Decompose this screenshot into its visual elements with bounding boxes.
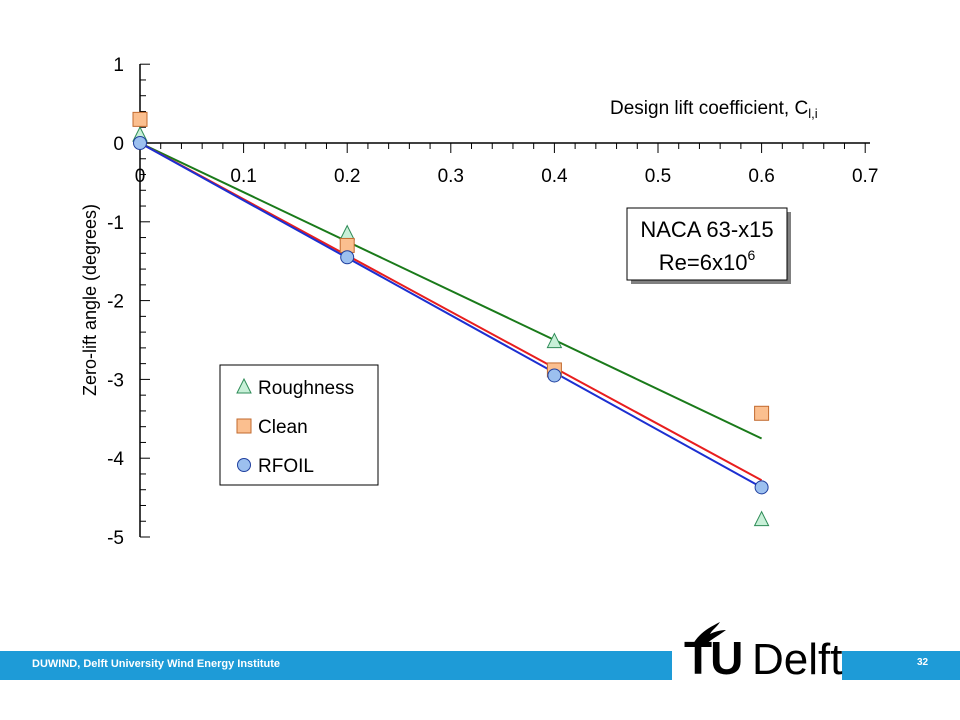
y-tick-label: -3 [107,370,124,391]
x-tick-label: 0.4 [541,166,568,187]
x-tick-label: 0.7 [852,166,878,187]
point-rfoil [547,368,562,383]
logo-background [672,610,842,685]
x-tick-label: 0.2 [334,166,360,187]
y-tick-label: -1 [107,213,124,234]
legend-marker-rfoil [237,458,251,472]
fit-lines [139,142,763,489]
page-number: 32 [917,657,929,668]
legend-label-clean: Clean [258,417,308,438]
point-clean [754,405,770,421]
point-rfoil [754,480,769,495]
y-axis-label: Zero-lift angle (degrees) [80,204,100,396]
y-tick-label: -4 [107,449,124,470]
point-roughness [546,332,563,349]
title-box: NACA 63-x15 Re=6x106 [626,207,791,284]
data-points [132,111,770,527]
point-rfoil [133,136,147,150]
x-axis-label: Design lift coefficient, Cl,i [610,98,818,121]
logo-tu: TU [684,632,743,684]
y-tick-label: 0 [113,134,124,155]
legend-label-roughness: Roughness [258,378,354,399]
flame-icon [692,622,726,646]
x-tick-label: 0.5 [645,166,671,187]
legend-marker-roughness [236,377,252,394]
logo-delft: Delft [752,635,843,684]
point-clean [132,111,148,127]
x-tick-label: 0.3 [438,166,464,187]
y-tick-label: -5 [107,528,124,549]
x-tick-label: 0 [135,166,146,187]
fit-line-clean [139,142,763,482]
fit-line-rfoil [139,142,763,489]
y-tick-label: 1 [113,55,124,76]
fit-line-roughness [139,142,763,440]
title-line1: NACA 63-x15 [640,217,773,242]
legend: Roughness Clean RFOIL [219,364,379,486]
x-tick-labels: 0 0.1 0.2 0.3 0.4 0.5 0.6 0.7 [135,166,879,187]
y-tick-label: -2 [107,292,124,313]
chart: 0 0.1 0.2 0.3 0.4 0.5 0.6 0.7 1 0 -1 -2 -3 -4 -5 Desi… [80,55,879,549]
y-tick-labels: 1 0 -1 -2 -3 -4 -5 [107,55,124,549]
point-roughness [339,224,356,241]
point-roughness [753,510,770,527]
point-rfoil [340,250,355,265]
legend-label-rfoil: RFOIL [258,456,314,477]
x-tick-label: 0.6 [748,166,774,187]
x-tick-label: 0.1 [230,166,256,187]
footer-institute: DUWIND, Delft University Wind Energy Ins… [32,658,281,670]
title-line2: Re=6x106 [659,247,756,275]
legend-marker-clean [236,418,252,434]
